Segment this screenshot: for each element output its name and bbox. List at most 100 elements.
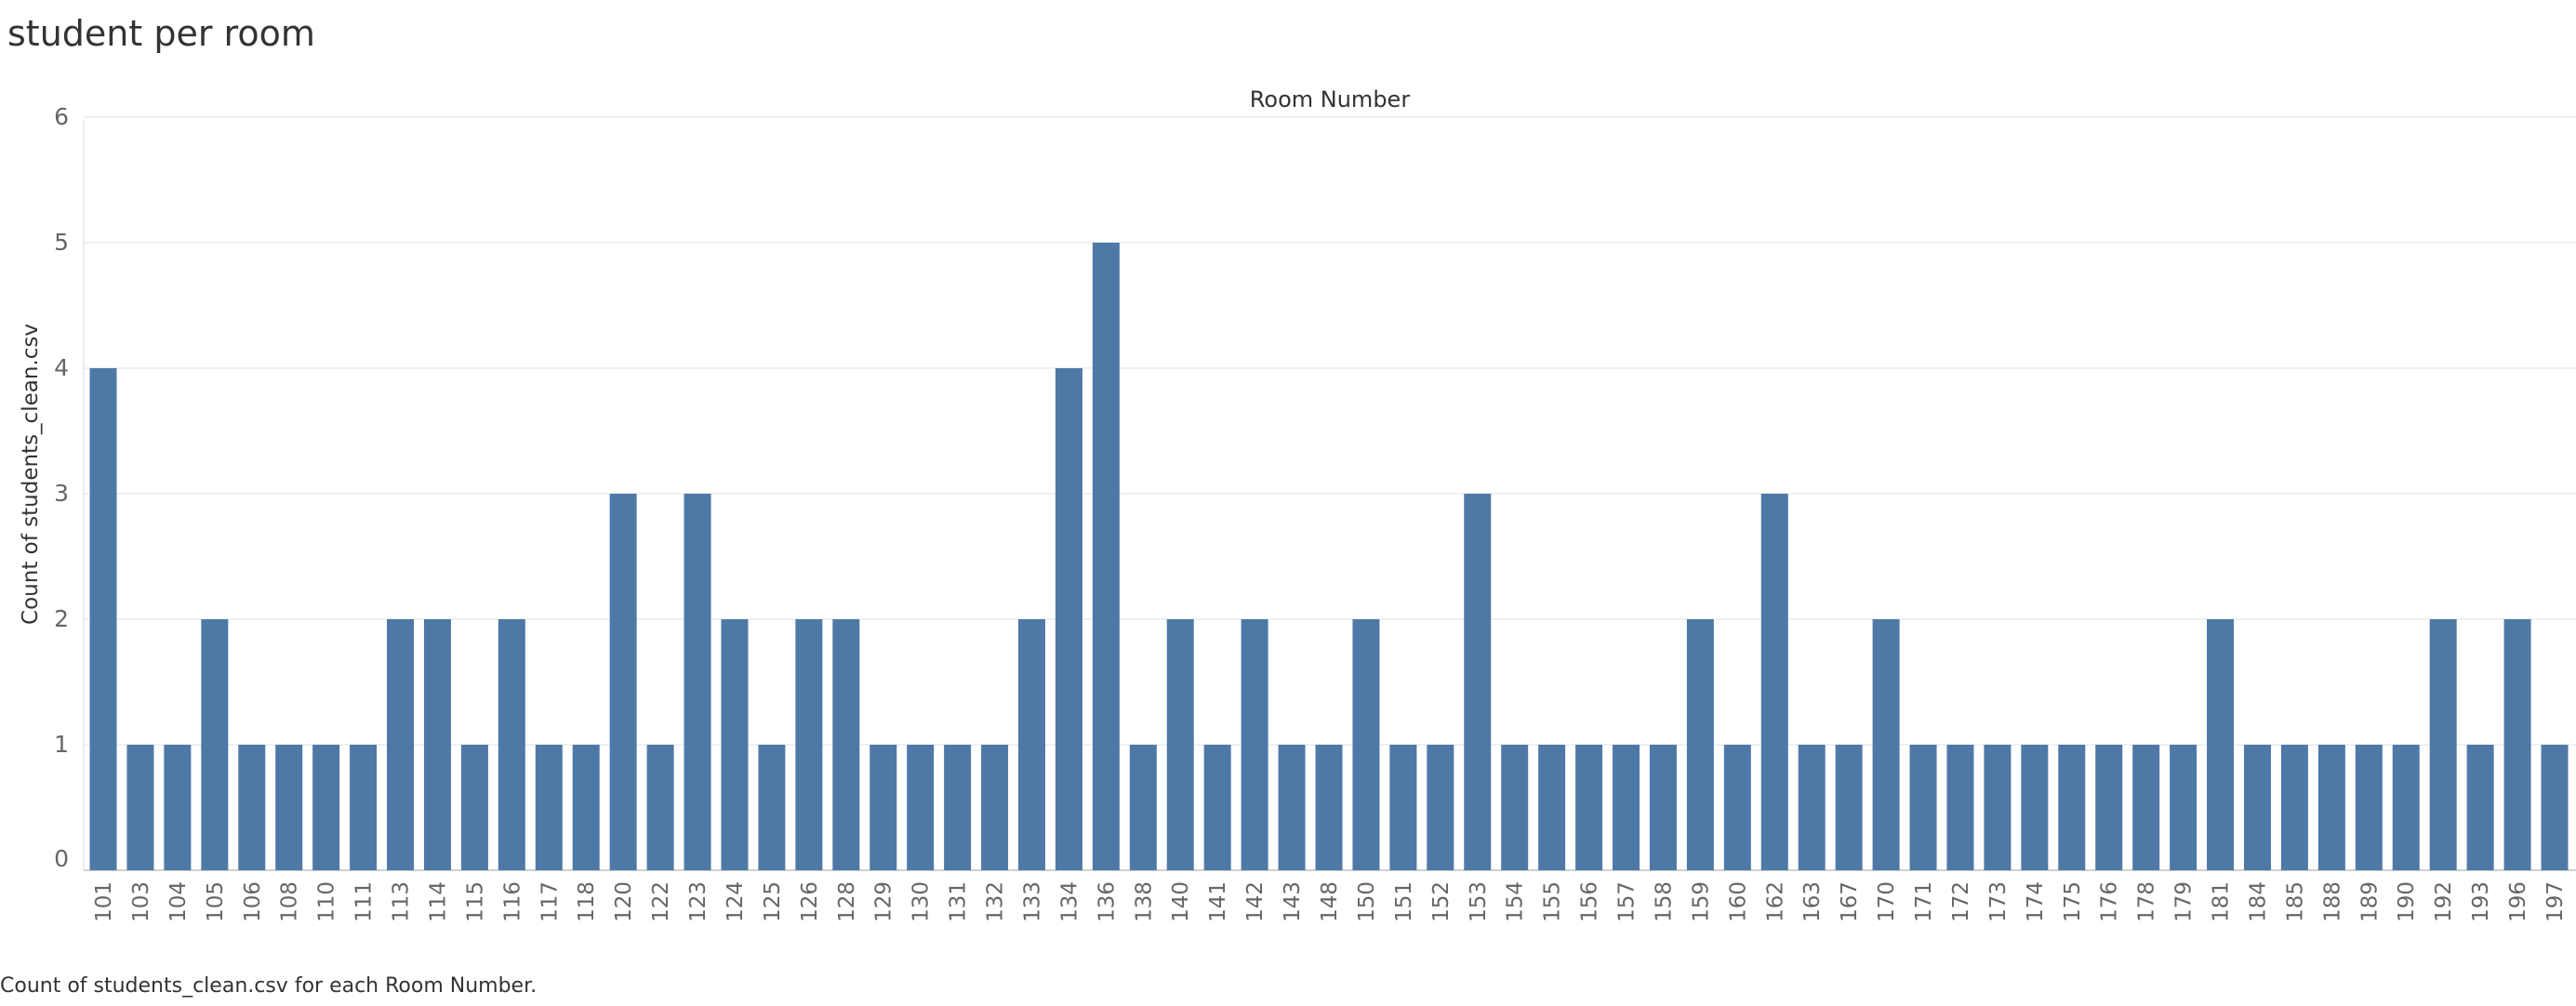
- x-tick-label: 172: [1949, 881, 1973, 922]
- bar-192[interactable]: [2429, 619, 2457, 870]
- bar-125[interactable]: [758, 745, 786, 870]
- bar-141[interactable]: [1203, 745, 1231, 870]
- bar-132[interactable]: [981, 745, 1009, 870]
- bar-114[interactable]: [423, 619, 451, 870]
- x-tick-label: 116: [500, 881, 524, 922]
- bar-140[interactable]: [1166, 619, 1194, 870]
- bar-111[interactable]: [350, 745, 378, 870]
- bar-122[interactable]: [646, 745, 674, 870]
- bar-154[interactable]: [1501, 745, 1529, 870]
- bar-129[interactable]: [870, 745, 897, 870]
- x-tick-label: 114: [426, 881, 450, 922]
- x-tick-label: 138: [1132, 881, 1156, 922]
- x-tick-label: 122: [649, 881, 673, 922]
- bar-123[interactable]: [684, 494, 711, 870]
- bar-120[interactable]: [609, 494, 637, 870]
- x-tick-label: 150: [1355, 881, 1379, 922]
- bar-134[interactable]: [1055, 368, 1082, 870]
- bar-117[interactable]: [535, 745, 563, 870]
- x-tick-label: 141: [1206, 881, 1230, 922]
- x-tick-label: 184: [2246, 881, 2270, 922]
- bar-105[interactable]: [201, 619, 229, 870]
- bars: [89, 243, 2569, 870]
- bar-172[interactable]: [1946, 745, 1974, 870]
- bar-133[interactable]: [1017, 619, 1045, 870]
- x-tick-label: 157: [1615, 881, 1640, 922]
- bar-190[interactable]: [2392, 745, 2420, 870]
- bar-110[interactable]: [312, 745, 340, 870]
- bar-197[interactable]: [2541, 745, 2569, 870]
- bar-148[interactable]: [1315, 745, 1343, 870]
- bar-128[interactable]: [832, 619, 860, 870]
- bar-104[interactable]: [164, 745, 192, 870]
- x-tick-label: 155: [1541, 881, 1565, 922]
- x-tick-label: 130: [910, 881, 934, 922]
- bar-160[interactable]: [1723, 745, 1751, 870]
- bar-178[interactable]: [2132, 745, 2160, 870]
- bar-163[interactable]: [1798, 745, 1826, 870]
- x-tick-label: 181: [2210, 881, 2234, 922]
- bar-156[interactable]: [1575, 745, 1603, 870]
- bar-115[interactable]: [460, 745, 488, 870]
- bar-159[interactable]: [1686, 619, 1714, 870]
- bar-113[interactable]: [387, 619, 415, 870]
- bar-162[interactable]: [1760, 494, 1788, 870]
- x-tick-label: 129: [872, 881, 896, 922]
- bar-118[interactable]: [572, 745, 600, 870]
- bar-150[interactable]: [1352, 619, 1380, 870]
- bar-189[interactable]: [2355, 745, 2383, 870]
- x-tick-label: 123: [686, 881, 710, 922]
- bar-131[interactable]: [944, 745, 972, 870]
- bar-173[interactable]: [1984, 745, 2012, 870]
- bar-179[interactable]: [2170, 745, 2198, 870]
- bar-170[interactable]: [1872, 619, 1900, 870]
- bar-124[interactable]: [721, 619, 749, 870]
- bar-152[interactable]: [1427, 745, 1454, 870]
- bar-188[interactable]: [2317, 745, 2345, 870]
- bar-193[interactable]: [2466, 745, 2494, 870]
- bar-174[interactable]: [2021, 745, 2049, 870]
- bar-130[interactable]: [907, 745, 935, 870]
- bar-185[interactable]: [2280, 745, 2308, 870]
- x-axis-ticks: 101 103 104 105 106 108 110 111 113 114 115 116 117 1…: [92, 881, 2568, 922]
- bar-176[interactable]: [2095, 745, 2123, 870]
- bar-155[interactable]: [1538, 745, 1566, 870]
- x-tick-label: 113: [390, 881, 414, 922]
- x-tick-label: 176: [2098, 881, 2122, 922]
- x-tick-label: 133: [1020, 881, 1044, 922]
- x-tick-label: 167: [1838, 881, 1862, 922]
- x-tick-label: 188: [2320, 881, 2344, 922]
- bar-106[interactable]: [238, 745, 266, 870]
- x-tick-label: 189: [2357, 881, 2382, 922]
- x-tick-label: 134: [1057, 881, 1082, 922]
- bar-175[interactable]: [2058, 745, 2086, 870]
- x-tick-label: 103: [129, 881, 153, 922]
- x-tick-label: 117: [538, 881, 562, 922]
- x-tick-label: 136: [1095, 881, 1119, 922]
- x-tick-label: 156: [1578, 881, 1602, 922]
- x-tick-label: 128: [835, 881, 859, 922]
- bar-196[interactable]: [2503, 619, 2531, 870]
- bar-103[interactable]: [126, 745, 154, 870]
- bar-151[interactable]: [1389, 745, 1417, 870]
- bar-136[interactable]: [1092, 243, 1120, 870]
- bar-138[interactable]: [1129, 745, 1157, 870]
- bar-167[interactable]: [1835, 745, 1863, 870]
- bar-157[interactable]: [1613, 745, 1640, 870]
- bar-171[interactable]: [1909, 745, 1937, 870]
- bar-143[interactable]: [1278, 745, 1306, 870]
- bar-116[interactable]: [498, 619, 525, 870]
- x-tick-label: 193: [2469, 881, 2493, 922]
- bar-126[interactable]: [795, 619, 823, 870]
- x-tick-label: 111: [352, 881, 377, 922]
- bar-153[interactable]: [1464, 494, 1492, 870]
- x-tick-label: 108: [278, 881, 302, 922]
- bar-184[interactable]: [2243, 745, 2271, 870]
- bar-158[interactable]: [1649, 745, 1677, 870]
- bar-108[interactable]: [275, 745, 303, 870]
- bar-101[interactable]: [89, 368, 117, 870]
- y-axis-label: Count of students_clean.csv: [19, 324, 43, 625]
- x-tick-label: 120: [612, 881, 636, 922]
- bar-142[interactable]: [1241, 619, 1268, 870]
- bar-181[interactable]: [2207, 619, 2235, 870]
